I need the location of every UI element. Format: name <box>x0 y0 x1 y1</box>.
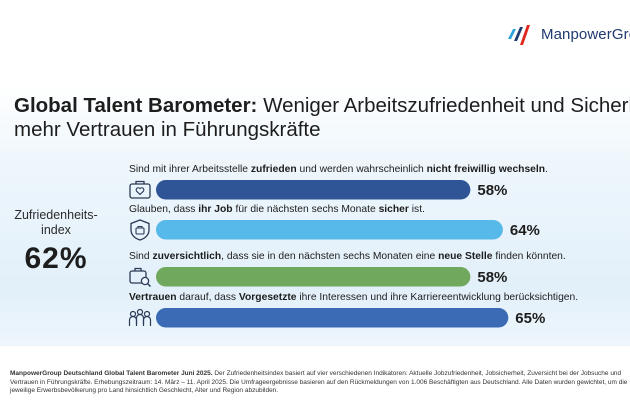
bar-value-1: 58% <box>477 182 507 199</box>
bar-1 <box>156 180 471 200</box>
bar-row-4: Vertrauen darauf, dass Vorgesetzte ihre … <box>128 292 578 328</box>
bar-3 <box>156 267 471 287</box>
bar-label-4: Vertrauen darauf, dass Vorgesetzte ihre … <box>129 292 578 303</box>
page-title: Global Talent Barometer: Weniger Arbeits… <box>14 94 630 142</box>
manpowergroup-logo: ManpowerGro <box>505 18 630 50</box>
bar-row-3: Sind zuversichtlich, dass sie in den näc… <box>129 251 566 288</box>
bar-label-1-part-1: Sind mit ihrer Arbeitsstelle <box>129 164 251 175</box>
title-line1: Weniger Arbeitszufriedenheit und Sicherh… <box>257 94 630 117</box>
title-bold: Global Talent Barometer: <box>14 94 258 117</box>
logo-wordmark: ManpowerGro <box>541 25 630 43</box>
bar-label-4-part-2: darauf, dass <box>177 292 239 303</box>
briefcase-search-icon <box>129 267 152 288</box>
bar-value-3: 58% <box>477 269 507 286</box>
title-line2: mehr Vertrauen in Führungskräfte <box>14 118 321 141</box>
bar-value-4: 65% <box>515 310 545 327</box>
footnote-line1: Der Zufriedenheitsindex basiert auf vier… <box>212 370 622 377</box>
bar-label-1-part-5: . <box>545 164 548 175</box>
briefcase-heart-icon <box>129 180 151 199</box>
bar-label-2-part-3: für die nächsten sechs Monate <box>233 204 379 215</box>
bar-label-3-part-3: , dass sie in den nächsten sechs Monaten… <box>221 251 438 262</box>
index-label-line2: index <box>41 223 71 237</box>
shield-briefcase-icon <box>130 219 150 241</box>
footnote: ManpowerGroup Deutschland Global Talent … <box>10 370 630 396</box>
bar-label-3-part-4: neue Stelle <box>438 251 493 262</box>
bar-label-3: Sind zuversichtlich, dass sie in den näc… <box>129 251 566 262</box>
footnote-bold: ManpowerGroup Deutschland Global Talent … <box>10 370 213 377</box>
bar-label-4-part-4: ihre Interessen und ihre Karriereentwick… <box>297 292 579 303</box>
bar-label-3-part-1: Sind <box>129 251 152 262</box>
bar-2 <box>156 220 503 240</box>
team-icon <box>128 308 152 326</box>
bar-label-1-part-2: zufrieden <box>251 164 297 175</box>
bar-label-3-part-5: finden könnten. <box>492 251 565 262</box>
bar-label-1: Sind mit ihrer Arbeitsstelle zufrieden u… <box>129 164 548 175</box>
footnote-line2: Vertrauen in Führungskräfte. Erhebungsze… <box>10 378 628 386</box>
bar-label-2-part-1: Glauben, dass <box>129 204 198 215</box>
bar-label-2-part-5: ist. <box>409 204 425 215</box>
bar-label-4-part-1: Vertrauen <box>129 292 177 303</box>
bar-label-2: Glauben, dass ihr Job für die nächsten s… <box>129 204 425 215</box>
bar-label-4-part-3: Vorgesetzte <box>239 292 297 303</box>
bar-label-1-part-4: nicht freiwillig wechseln <box>427 164 545 175</box>
bar-label-3-part-2: zuversichtlich <box>152 251 221 262</box>
bar-label-2-part-2: ihr Job <box>198 204 232 215</box>
bar-row-2: Glauben, dass ihr Job für die nächsten s… <box>129 204 540 241</box>
manpower-logo-icon <box>508 25 530 45</box>
satisfaction-index: Zufriedenheits- index 62% <box>8 208 104 276</box>
index-label-line1: Zufriedenheits- <box>14 208 98 222</box>
bar-row-1: Sind mit ihrer Arbeitsstelle zufrieden u… <box>129 164 548 200</box>
index-value: 62% <box>24 242 88 275</box>
footnote-line3: jeweilige Erwerbsbevölkerung pro Land hi… <box>10 387 279 394</box>
bar-label-2-part-4: sicher <box>379 204 409 215</box>
bar-label-1-part-3: und werden wahrscheinlich <box>297 164 427 175</box>
bar-value-2: 64% <box>510 222 540 239</box>
bar-4 <box>156 308 509 328</box>
